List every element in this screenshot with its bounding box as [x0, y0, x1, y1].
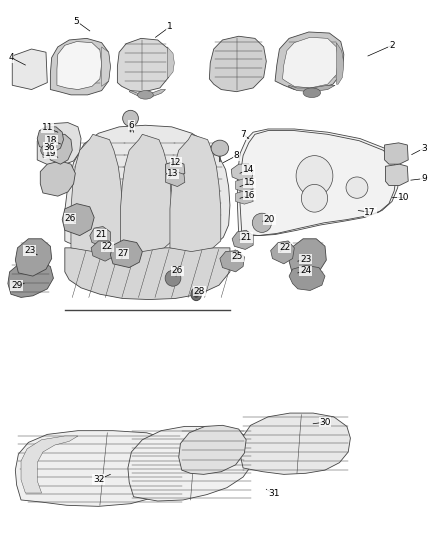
- Polygon shape: [50, 38, 110, 95]
- Polygon shape: [120, 134, 172, 252]
- Text: 17: 17: [364, 208, 376, 216]
- Polygon shape: [166, 172, 185, 187]
- Polygon shape: [47, 134, 72, 164]
- Polygon shape: [209, 36, 266, 92]
- Ellipse shape: [41, 145, 51, 156]
- Ellipse shape: [165, 270, 181, 286]
- Polygon shape: [283, 37, 338, 88]
- Text: 9: 9: [421, 174, 427, 183]
- Polygon shape: [128, 426, 254, 501]
- Polygon shape: [65, 125, 230, 253]
- Text: 14: 14: [243, 165, 254, 174]
- Text: 11: 11: [42, 124, 53, 132]
- Ellipse shape: [296, 156, 333, 196]
- Polygon shape: [179, 425, 246, 474]
- Text: 31: 31: [268, 489, 279, 498]
- Text: 24: 24: [300, 266, 311, 275]
- Polygon shape: [236, 191, 253, 204]
- Text: 21: 21: [240, 233, 252, 242]
- Polygon shape: [385, 143, 408, 164]
- Polygon shape: [166, 161, 185, 177]
- Polygon shape: [240, 413, 350, 474]
- Polygon shape: [220, 251, 244, 272]
- Polygon shape: [289, 239, 326, 278]
- Text: 20: 20: [264, 215, 275, 224]
- Ellipse shape: [303, 88, 321, 98]
- Text: 19: 19: [45, 149, 56, 158]
- Polygon shape: [40, 161, 75, 196]
- Polygon shape: [8, 260, 53, 297]
- Text: 25: 25: [232, 253, 243, 261]
- Text: 5: 5: [74, 17, 80, 26]
- Polygon shape: [12, 49, 47, 90]
- Polygon shape: [43, 128, 61, 144]
- Text: 2: 2: [389, 41, 395, 50]
- Polygon shape: [170, 134, 221, 252]
- Text: 22: 22: [279, 244, 290, 252]
- Polygon shape: [37, 123, 81, 165]
- Polygon shape: [117, 38, 170, 92]
- Polygon shape: [15, 431, 185, 506]
- Polygon shape: [65, 248, 230, 300]
- Text: 6: 6: [128, 121, 134, 130]
- Text: 21: 21: [95, 230, 106, 239]
- Text: 8: 8: [233, 151, 240, 160]
- Polygon shape: [271, 241, 294, 264]
- Polygon shape: [43, 143, 61, 160]
- Text: 1: 1: [167, 22, 173, 31]
- Polygon shape: [37, 127, 64, 152]
- Ellipse shape: [191, 288, 201, 301]
- Polygon shape: [110, 240, 142, 268]
- Polygon shape: [57, 42, 102, 90]
- Polygon shape: [289, 265, 325, 290]
- Text: 15: 15: [244, 179, 255, 187]
- Polygon shape: [231, 164, 253, 182]
- Text: 10: 10: [398, 193, 410, 201]
- Polygon shape: [21, 436, 78, 493]
- Polygon shape: [91, 241, 115, 261]
- Text: 13: 13: [167, 169, 179, 178]
- Text: 3: 3: [421, 144, 427, 152]
- Ellipse shape: [252, 213, 272, 232]
- Polygon shape: [90, 227, 110, 246]
- Text: 29: 29: [11, 281, 22, 290]
- Text: 36: 36: [43, 143, 55, 151]
- Text: 16: 16: [244, 191, 255, 199]
- Text: 18: 18: [46, 136, 57, 144]
- Polygon shape: [237, 129, 399, 236]
- Text: 27: 27: [117, 249, 128, 258]
- Polygon shape: [336, 43, 344, 84]
- Polygon shape: [129, 90, 166, 97]
- Text: 23: 23: [24, 246, 35, 255]
- Text: 23: 23: [300, 255, 311, 263]
- Ellipse shape: [301, 184, 328, 212]
- Polygon shape: [62, 204, 94, 236]
- Ellipse shape: [138, 91, 153, 99]
- Text: 30: 30: [319, 418, 331, 426]
- Ellipse shape: [194, 291, 199, 297]
- Polygon shape: [232, 230, 253, 249]
- Ellipse shape: [211, 140, 229, 156]
- Text: 12: 12: [170, 158, 182, 166]
- Text: 32: 32: [93, 475, 104, 484]
- Text: 26: 26: [172, 266, 183, 275]
- Polygon shape: [102, 47, 110, 86]
- Ellipse shape: [346, 177, 368, 198]
- Text: 7: 7: [240, 130, 246, 139]
- Text: 22: 22: [102, 243, 113, 251]
- Text: 26: 26: [64, 214, 76, 223]
- Text: 4: 4: [8, 53, 14, 62]
- Polygon shape: [275, 32, 344, 91]
- Text: 28: 28: [194, 287, 205, 295]
- Polygon shape: [167, 47, 174, 77]
- Polygon shape: [288, 85, 335, 92]
- Ellipse shape: [123, 110, 138, 126]
- Polygon shape: [15, 239, 52, 276]
- Polygon shape: [236, 179, 253, 192]
- Polygon shape: [385, 164, 408, 185]
- Polygon shape: [71, 134, 123, 252]
